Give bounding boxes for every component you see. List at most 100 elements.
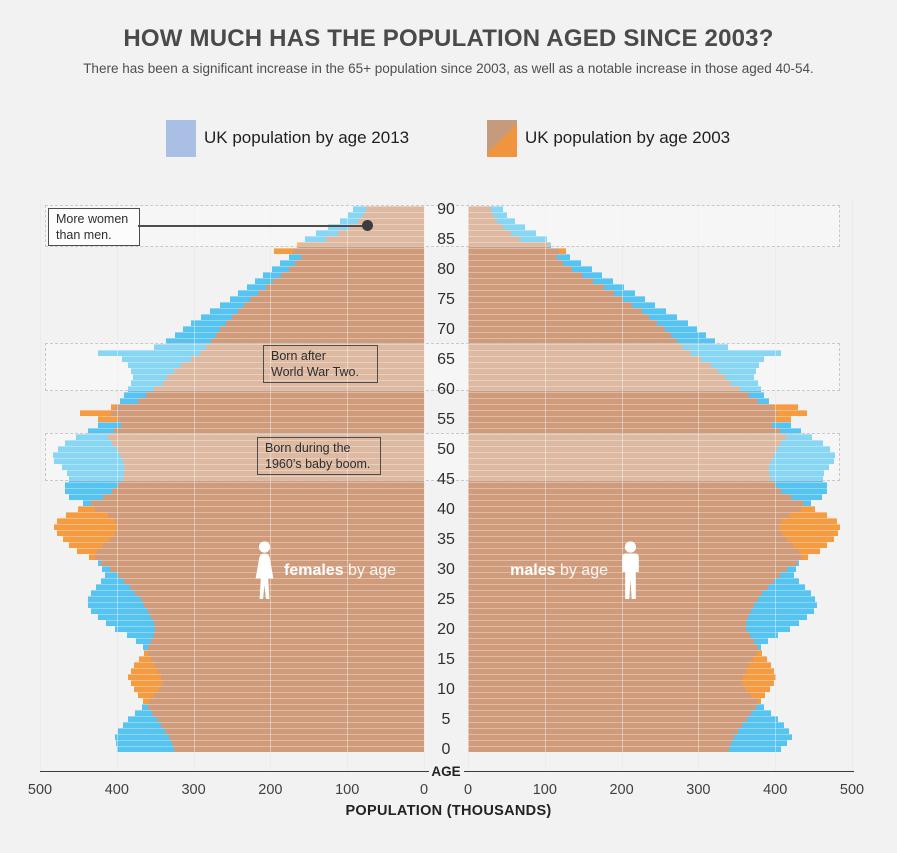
bar-male-overlap: [468, 290, 614, 296]
bar-male-tip: [730, 380, 758, 386]
age-tick-label: 10: [437, 681, 455, 698]
bar-female-tip: [89, 554, 95, 560]
bar-female-tip: [102, 566, 110, 572]
bar-male-overlap: [468, 608, 751, 614]
bar-male-overlap: [468, 416, 774, 422]
bar-male-tip: [701, 356, 765, 362]
bar-female-tip: [132, 374, 168, 380]
bar-female-tip: [131, 680, 163, 686]
bar-male-tip: [746, 626, 790, 632]
bar-male-overlap: [468, 614, 748, 620]
bar-female-tip: [328, 224, 349, 230]
bar-female-overlap: [232, 314, 424, 320]
bar-male-overlap: [468, 530, 783, 536]
bar-female-tip: [246, 284, 266, 290]
bar-female-overlap: [363, 212, 424, 218]
bar-female-overlap: [144, 602, 424, 608]
bar-female-tip: [83, 500, 91, 506]
bar-female-overlap: [149, 698, 424, 704]
bar-female-overlap: [205, 344, 424, 350]
bar-male-tip: [757, 644, 762, 650]
bar-male-overlap: [468, 692, 752, 698]
gridline-highlight: [347, 200, 349, 771]
bar-female-overlap: [151, 656, 424, 662]
bar-female-tip: [100, 578, 124, 584]
bar-female-overlap: [162, 680, 424, 686]
page-subtitle: There has been a significant increase in…: [83, 61, 814, 76]
legend-swatch-2013: [166, 120, 196, 157]
bar-female-tip: [106, 620, 154, 626]
bar-male-tip: [782, 518, 837, 524]
gridline-highlight: [193, 200, 195, 771]
bar-male-overlap: [468, 686, 747, 692]
bar-male-tip: [773, 578, 799, 584]
bar-female-tip: [128, 716, 157, 722]
bar-female-overlap: [121, 422, 424, 428]
bar-male-overlap: [468, 704, 756, 710]
bar-female-overlap: [94, 554, 424, 560]
bar-male-tip: [549, 242, 551, 248]
bar-male-tip: [632, 302, 656, 308]
bar-female-tip: [69, 494, 103, 500]
bar-male-tip: [790, 494, 823, 500]
bar-male-overlap: [468, 368, 719, 374]
gridline-highlight: [116, 200, 118, 771]
bar-male-tip: [802, 500, 812, 506]
bar-female-overlap: [169, 734, 424, 740]
bar-female-tip: [96, 584, 130, 590]
bar-male-overlap: [468, 518, 783, 524]
bar-female-overlap: [220, 326, 424, 332]
bar-female-tip: [274, 248, 294, 254]
bar-male-overlap: [468, 350, 691, 356]
bar-male-tip: [802, 554, 809, 560]
bar-female-overlap: [138, 398, 424, 404]
bar-male-overlap: [468, 302, 633, 308]
age-tick-label: 50: [437, 441, 455, 458]
bar-female-overlap: [154, 632, 424, 638]
bar-male-tip: [503, 224, 525, 230]
male-axis-tick-label: 0: [463, 782, 473, 798]
bar-female-overlap: [153, 620, 424, 626]
bar-male-tip: [772, 422, 792, 428]
bar-female-overlap: [107, 512, 424, 518]
bar-male-tip: [773, 416, 791, 422]
bar-male-overlap: [468, 578, 774, 584]
bar-female-tip: [53, 524, 118, 530]
bar-male-tip: [582, 272, 603, 278]
bar-male-tip: [753, 602, 818, 608]
bar-female-overlap: [147, 650, 424, 656]
bar-male-overlap: [468, 590, 763, 596]
bar-female-overlap: [167, 374, 424, 380]
bar-female-overlap: [110, 410, 424, 416]
bar-female-tip: [122, 356, 191, 362]
bar-male-tip: [785, 434, 813, 440]
bar-male-tip: [739, 386, 761, 392]
bar-male-tip: [782, 530, 839, 536]
bar-female-overlap: [281, 272, 424, 278]
bar-female-tip: [143, 650, 148, 656]
bar-female-overlap: [348, 224, 424, 230]
bar-male-overlap: [468, 482, 776, 488]
female-axis-tick-label: 100: [335, 782, 360, 798]
bar-male-overlap: [468, 710, 752, 716]
bar-female-tip: [139, 656, 152, 662]
bar-male-tip: [757, 698, 761, 704]
bar-female-overlap: [211, 338, 424, 344]
bar-female-overlap: [102, 494, 424, 500]
bar-male-overlap: [468, 596, 758, 602]
bar-male-tip: [752, 656, 767, 662]
male-x-axis-line: [464, 771, 854, 772]
bar-female-tip: [130, 668, 159, 674]
bar-male-overlap: [468, 320, 657, 326]
female-axis-tick-label: 200: [258, 782, 283, 798]
bar-male-tip: [792, 542, 828, 548]
bar-male-overlap: [468, 242, 550, 248]
bar-female-tip: [220, 302, 245, 308]
bar-female-tip: [79, 410, 111, 416]
bar-male-tip: [603, 284, 624, 290]
bar-female-tip: [78, 506, 96, 512]
bar-male-tip: [751, 710, 772, 716]
bar-female-tip: [62, 464, 125, 470]
bar-female-overlap: [293, 248, 424, 254]
bar-female-tip: [165, 338, 212, 344]
